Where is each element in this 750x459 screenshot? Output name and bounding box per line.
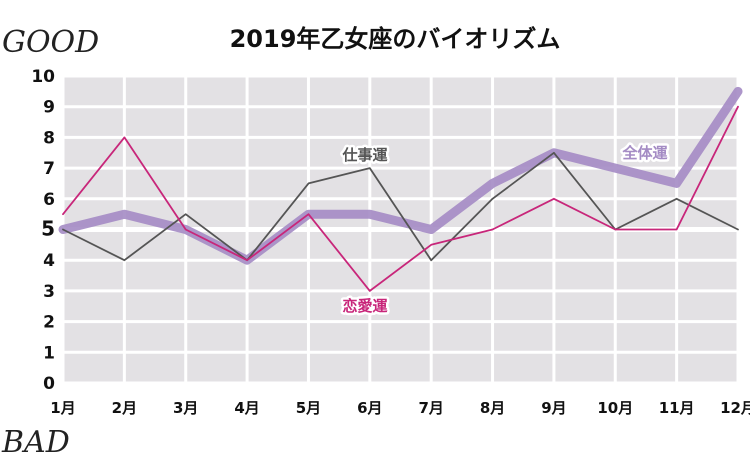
x-tick-label: 3月 (173, 399, 198, 417)
y-tick-label: 2 (43, 313, 55, 333)
y-tick-label: 1 (43, 343, 55, 363)
x-tick-label: 11月 (659, 399, 695, 417)
y-tick-label: 3 (43, 282, 55, 302)
x-tick-label: 10月 (597, 399, 633, 417)
plot-area: 0 1 2 3 4 5 6 7 8 9 10 1月 2月 3月 4月 5月 6月 7月 8月 9月 10月 11月 12月 全… (31, 67, 750, 417)
x-tick-label: 4月 (234, 399, 259, 417)
y-tick-label: 8 (43, 128, 55, 148)
x-tick-label: 5月 (296, 399, 321, 417)
series-label-halo: 全体運 (621, 144, 668, 162)
bad-label: BAD (1, 425, 70, 459)
x-tick-label: 6月 (357, 399, 382, 417)
x-tick-label: 9月 (541, 399, 566, 417)
series-label-halo: 恋愛運 (342, 297, 388, 315)
y-tick-label: 9 (43, 98, 55, 118)
good-label: GOOD (2, 25, 99, 60)
series-label-halo: 仕事運 (341, 146, 388, 164)
x-tick-label: 7月 (418, 399, 443, 417)
series-label: 恋愛運 (342, 297, 388, 315)
series-line (62, 105, 739, 292)
x-tick-label: 2月 (112, 399, 137, 417)
y-tick-label: 4 (43, 251, 55, 271)
y-tick-label: 10 (31, 67, 55, 87)
chart-title: 2019年乙女座のバイオリズム (230, 25, 561, 53)
y-tick-label: 6 (43, 190, 55, 210)
y-tick-label: 5 (41, 217, 55, 241)
series-label: 全体運 (621, 144, 668, 162)
x-tick-label: 8月 (480, 399, 505, 417)
y-tick-label: 0 (43, 374, 55, 394)
series-label: 仕事運 (341, 146, 388, 164)
x-tick-label: 12月 (720, 399, 750, 417)
y-tick-label: 7 (43, 159, 55, 179)
series-line (62, 151, 739, 262)
x-tick-label: 1月 (50, 399, 75, 417)
series-line (58, 86, 743, 265)
